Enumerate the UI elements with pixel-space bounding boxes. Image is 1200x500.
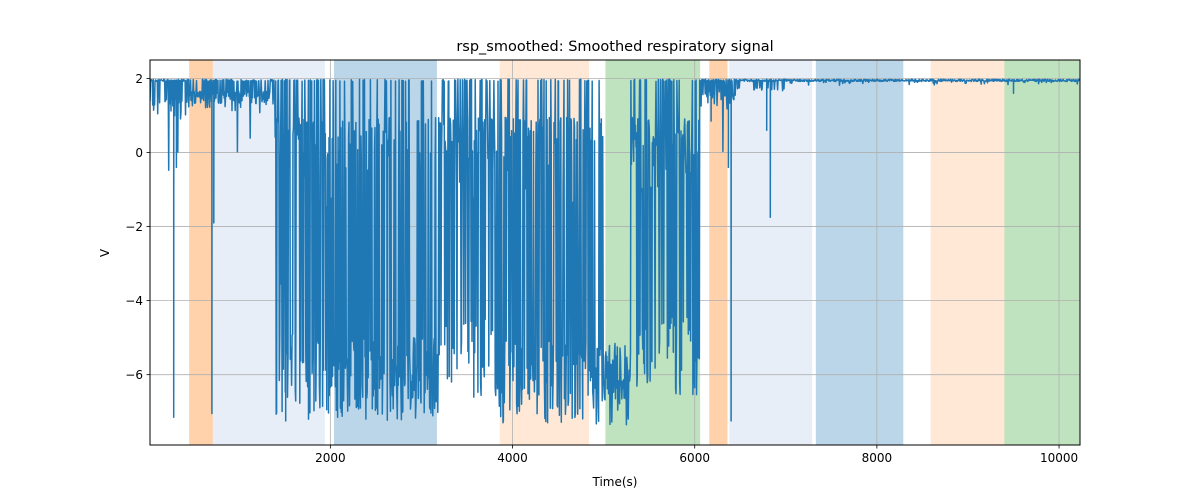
chart-title: rsp_smoothed: Smoothed respiratory signa… [456,39,773,55]
shaded-region [815,60,904,445]
y-axis-ticks: 2 0 −2 −4 −6 [125,72,150,382]
shaded-region [1004,60,1080,445]
shaded-region [709,60,728,445]
shaded-region [930,60,1005,445]
x-axis-label: Time(s) [592,475,638,489]
y-axis-label: V [98,248,112,257]
plot-frame [149,59,1081,446]
y-tick-label: −2 [125,220,143,234]
y-tick-label: 2 [135,72,143,86]
x-axis-ticks: 2000 4000 6000 8000 10000 [315,445,1078,465]
signal-line [150,78,1080,426]
shaded-region [189,60,213,445]
x-tick-label: 4000 [497,451,528,465]
y-tick-label: −4 [125,294,143,308]
x-tick-label: 8000 [862,451,893,465]
x-tick-label: 6000 [679,451,710,465]
x-tick-label: 10000 [1040,451,1078,465]
x-tick-label: 2000 [315,451,346,465]
y-tick-label: −6 [125,368,143,382]
y-tick-label: 0 [135,146,143,160]
